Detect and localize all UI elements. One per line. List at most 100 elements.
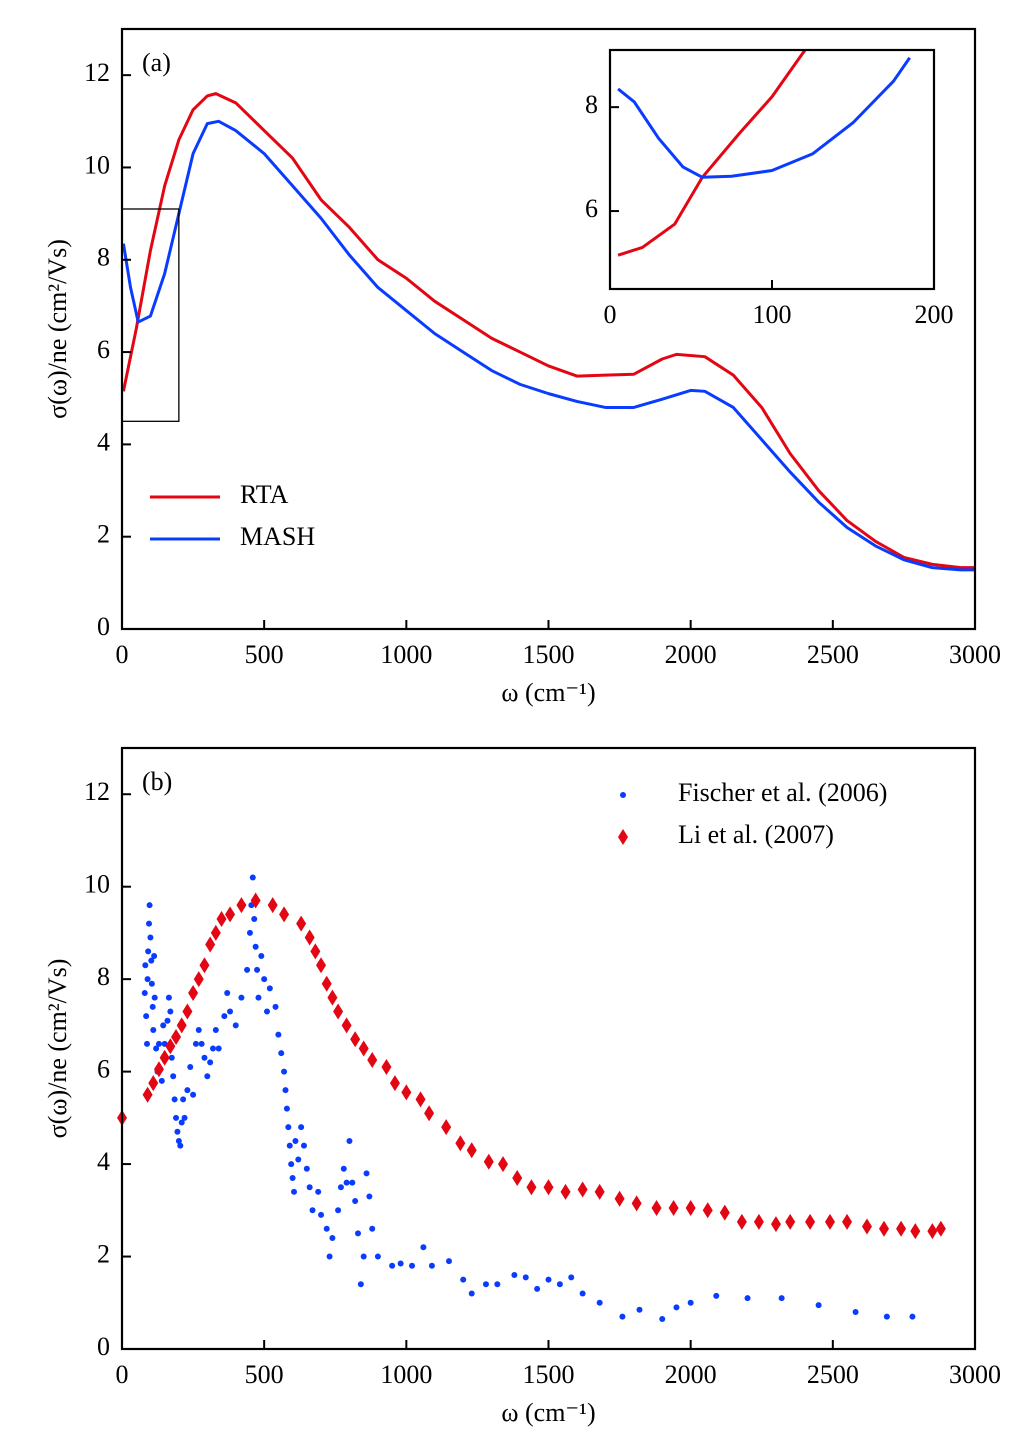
scatter-point <box>659 1315 666 1322</box>
scatter-point <box>534 1285 541 1292</box>
scatter-diamond <box>304 929 315 946</box>
scatter-point <box>227 1008 234 1015</box>
scatter-point <box>428 1262 435 1269</box>
scatter-point <box>252 943 259 950</box>
scatter-point <box>192 1040 199 1047</box>
scatter-point <box>148 957 155 964</box>
scatter-point <box>281 1068 288 1075</box>
scatter-point <box>687 1299 694 1306</box>
x-tick-label: 500 <box>245 640 284 669</box>
legend-label: Li et al. (2007) <box>678 820 834 849</box>
scatter-point <box>198 1040 205 1047</box>
scatter-point <box>445 1258 452 1265</box>
scatter-point <box>369 1225 376 1232</box>
scatter-point <box>246 929 253 936</box>
scatter-diamond <box>171 1028 182 1045</box>
scatter-diamond <box>702 1202 713 1219</box>
scatter-point <box>420 1244 427 1251</box>
legend-label: RTA <box>240 480 289 509</box>
y-tick-label: 6 <box>585 194 598 223</box>
scatter-diamond <box>176 1017 187 1034</box>
scatter-point <box>282 1087 289 1094</box>
scatter-diamond <box>250 892 261 909</box>
x-tick-label: 1000 <box>380 640 432 669</box>
scatter-diamond <box>358 1040 369 1057</box>
zoom-box <box>121 208 180 422</box>
y-tick-label: 6 <box>97 1055 110 1084</box>
scatter-point <box>212 1027 219 1034</box>
scatter-point <box>389 1262 396 1269</box>
y-tick-label: 12 <box>84 777 110 806</box>
scatter-point <box>209 1045 216 1052</box>
scatter-point <box>556 1281 563 1288</box>
data-line <box>121 119 975 572</box>
scatter-diamond <box>205 936 216 953</box>
scatter-point <box>329 1235 336 1242</box>
scatter-point <box>352 1198 359 1205</box>
data-line <box>617 56 911 179</box>
scatter-diamond <box>389 1075 400 1092</box>
scatter-point <box>357 1281 364 1288</box>
scatter-point <box>204 1073 211 1080</box>
x-tick-label: 1000 <box>380 1360 432 1389</box>
scatter-diamond <box>466 1142 477 1159</box>
scatter-diamond <box>455 1135 466 1152</box>
scatter-point <box>596 1299 603 1306</box>
scatter-point <box>354 1230 361 1237</box>
scatter-point <box>146 920 153 927</box>
y-tick-label: 8 <box>97 243 110 272</box>
x-tick-label: 2000 <box>665 1360 717 1389</box>
x-tick-label: 500 <box>245 1360 284 1389</box>
scatter-diamond <box>927 1223 938 1240</box>
scatter-diamond <box>424 1105 435 1122</box>
scatter-diamond <box>614 1190 625 1207</box>
scatter-diamond <box>512 1169 523 1186</box>
scatter-point <box>167 1008 174 1015</box>
scatter-diamond <box>296 915 307 932</box>
scatter-diamond <box>861 1218 872 1235</box>
x-tick-label: 2500 <box>807 1360 859 1389</box>
x-tick-label: 3000 <box>949 1360 1001 1389</box>
scatter-point <box>173 1114 180 1121</box>
y-tick-label: 6 <box>97 335 110 364</box>
scatter-point <box>289 1174 296 1181</box>
y-tick-label: 10 <box>84 870 110 899</box>
scatter-point <box>366 1193 373 1200</box>
scatter-diamond <box>350 1031 361 1048</box>
scatter-point <box>545 1276 552 1283</box>
scatter-point <box>778 1295 785 1302</box>
scatter-point <box>744 1295 751 1302</box>
scatter-point <box>636 1306 643 1313</box>
scatter-diamond <box>498 1156 509 1173</box>
scatter-diamond <box>267 897 278 914</box>
scatter-point <box>306 1184 313 1191</box>
scatter-diamond <box>310 943 321 960</box>
y-axis-label: σ(ω)/ne (cm²/Vs) <box>43 959 72 1139</box>
x-tick-label: 100 <box>753 300 792 329</box>
y-tick-label: 8 <box>585 90 598 119</box>
scatter-point <box>249 874 256 881</box>
data-line <box>121 92 975 570</box>
scatter-point <box>337 1184 344 1191</box>
scatter-point <box>144 1040 151 1047</box>
scatter-point <box>264 1008 271 1015</box>
x-tick-label: 2000 <box>665 640 717 669</box>
scatter-diamond <box>321 975 332 992</box>
scatter-point <box>494 1281 501 1288</box>
scatter-point <box>326 1253 333 1260</box>
scatter-point <box>291 1188 298 1195</box>
scatter-point <box>251 916 258 923</box>
scatter-diamond <box>333 1003 344 1020</box>
scatter-diamond <box>631 1195 642 1212</box>
scatter-point <box>141 990 148 997</box>
scatter-diamond <box>165 1038 176 1055</box>
scatter-point <box>295 1156 302 1163</box>
scatter-diamond <box>685 1199 696 1216</box>
y-tick-label: 0 <box>97 612 110 641</box>
scatter-point <box>195 1027 202 1034</box>
scatter-point <box>266 985 273 992</box>
scatter-point <box>852 1309 859 1316</box>
scatter-point <box>620 792 626 798</box>
scatter-point <box>160 1022 167 1029</box>
